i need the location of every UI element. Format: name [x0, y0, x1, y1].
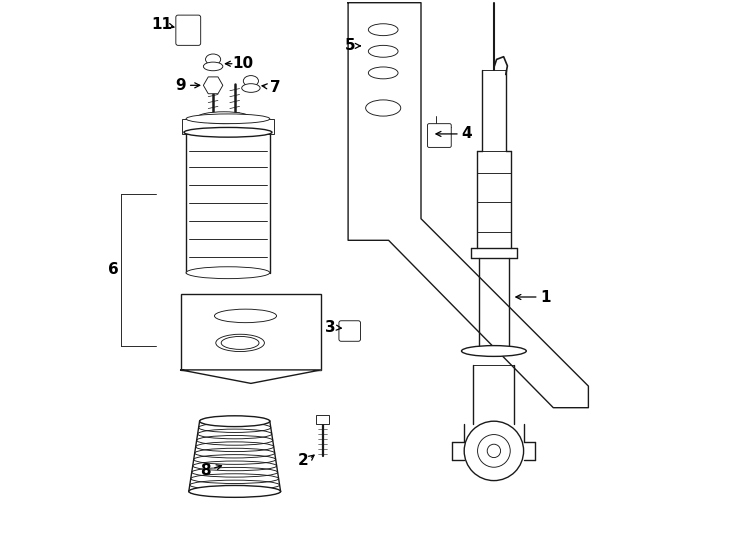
FancyBboxPatch shape [176, 15, 200, 45]
Ellipse shape [203, 62, 223, 71]
Text: 11: 11 [151, 17, 172, 32]
Ellipse shape [200, 416, 270, 427]
Ellipse shape [487, 444, 501, 457]
Ellipse shape [184, 127, 272, 137]
Text: 8: 8 [200, 463, 211, 478]
FancyBboxPatch shape [427, 124, 451, 147]
Ellipse shape [241, 84, 260, 92]
Text: 2: 2 [298, 453, 309, 468]
Polygon shape [348, 3, 589, 408]
Ellipse shape [189, 485, 280, 497]
Ellipse shape [197, 112, 251, 124]
Bar [182, 119, 274, 134]
Text: 10: 10 [232, 56, 253, 71]
Ellipse shape [186, 114, 270, 124]
Polygon shape [181, 370, 321, 383]
Ellipse shape [478, 435, 510, 467]
Ellipse shape [464, 421, 523, 481]
Ellipse shape [462, 346, 526, 356]
Ellipse shape [244, 76, 258, 86]
Text: 1: 1 [540, 289, 550, 305]
Bar [181, 294, 321, 370]
Text: 9: 9 [175, 78, 186, 93]
Text: 3: 3 [325, 320, 335, 335]
Text: 6: 6 [108, 262, 119, 278]
Text: 7: 7 [270, 80, 280, 95]
FancyBboxPatch shape [339, 321, 360, 341]
Ellipse shape [186, 267, 270, 279]
FancyBboxPatch shape [316, 415, 330, 424]
Ellipse shape [206, 54, 221, 65]
Text: 5: 5 [344, 38, 355, 53]
Text: 4: 4 [462, 126, 472, 141]
